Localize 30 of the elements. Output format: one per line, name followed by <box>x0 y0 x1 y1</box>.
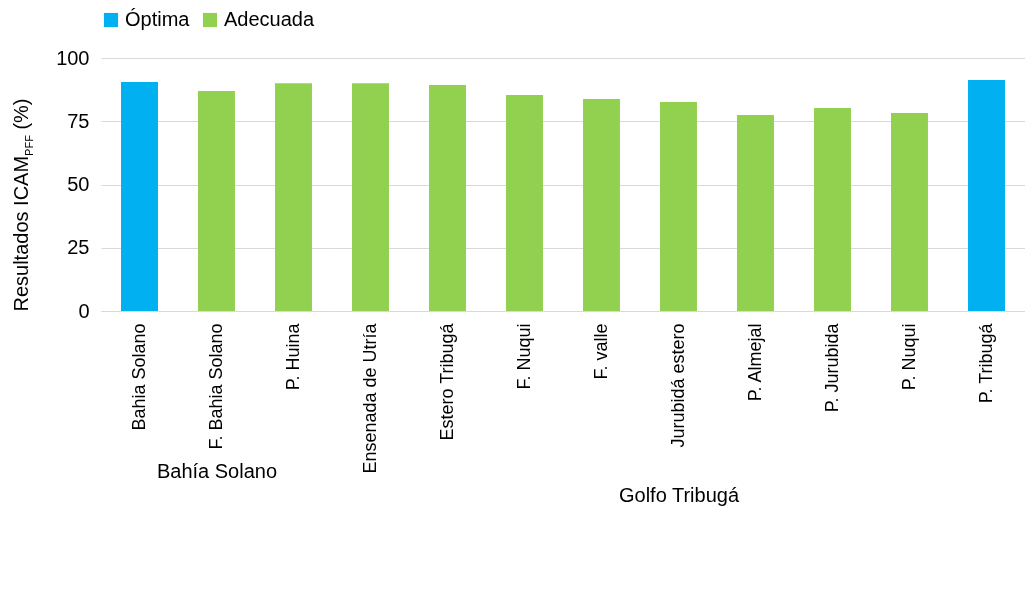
bar <box>814 108 851 311</box>
x-tick-label: Bahia Solano <box>128 323 149 431</box>
legend-label: Óptima <box>125 8 191 30</box>
bar <box>583 98 620 311</box>
x-tick-label: P. Nuqui <box>898 323 919 391</box>
x-tick-label: Ensenada de Utría <box>359 322 380 474</box>
x-tick-label: P. Tribugá <box>975 322 996 404</box>
x-tick-label: Jurubidá estero <box>667 323 688 448</box>
x-tick-label: Estero Tribugá <box>436 322 457 441</box>
bar <box>429 85 466 311</box>
bar <box>506 94 543 311</box>
bar <box>660 102 697 311</box>
bar <box>352 83 389 311</box>
y-tick-label: 0 <box>78 299 90 322</box>
x-axis-title: Bahía Solano <box>156 459 278 482</box>
x-tick-label: F. Bahia Solano <box>205 323 226 450</box>
y-tick-label: 25 <box>67 236 90 259</box>
bar <box>737 114 774 311</box>
x-axis-title: Golfo Tribugá <box>618 483 740 506</box>
y-tick-label: 75 <box>67 109 90 132</box>
legend-label: Adecuada <box>224 8 315 30</box>
x-tick-label: P. Huina <box>282 322 303 391</box>
bar <box>968 80 1005 311</box>
x-tick-label: F. valle <box>590 323 611 380</box>
x-tick-label: P. Almejal <box>744 323 765 402</box>
y-tick-label: 50 <box>67 173 90 195</box>
x-tick-label: P. Jurubida <box>821 322 842 413</box>
y-tick-label: 100 <box>56 46 90 69</box>
bar <box>891 112 928 311</box>
x-tick-label: F. Nuqui <box>513 323 534 390</box>
